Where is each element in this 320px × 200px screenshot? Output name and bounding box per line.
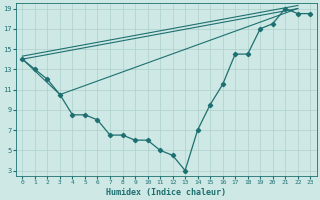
X-axis label: Humidex (Indice chaleur): Humidex (Indice chaleur) <box>106 188 226 197</box>
